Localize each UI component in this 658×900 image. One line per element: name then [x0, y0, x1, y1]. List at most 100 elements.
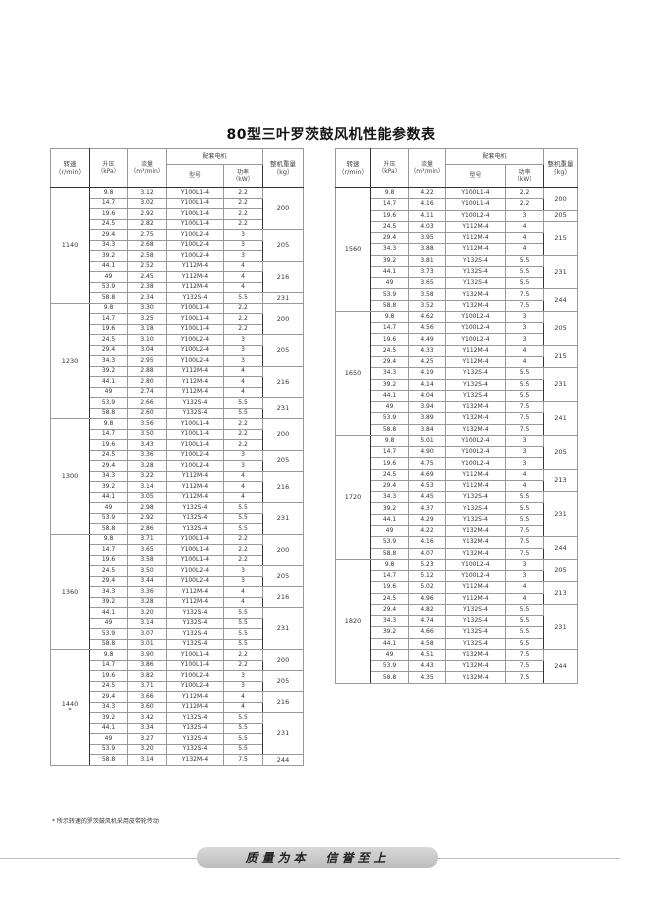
table-row: 14.7 3.50 Y100L1-4 2.2 [51, 428, 304, 440]
flow-cell: 3.50 [127, 565, 167, 577]
weight-cell: 205 [262, 229, 305, 262]
flow-cell: 2.74 [127, 386, 167, 398]
table-row: 14.7 4.56 Y100L2-4 3 [336, 322, 578, 335]
motor-power-cell: 2.2 [222, 197, 264, 209]
pressure-cell: 34.3 [89, 470, 128, 482]
flow-cell: 3.14 [127, 754, 167, 766]
flow-cell: 4.90 [408, 446, 446, 459]
pressure-cell: 19.6 [89, 670, 128, 682]
speed-value: 1440 [61, 699, 79, 708]
motor-model-cell: Y132S-4 [166, 722, 224, 734]
flow-cell: 3.71 [127, 533, 167, 545]
motor-power-cell: 5.5 [504, 513, 545, 526]
motor-power-cell: 5.5 [222, 502, 264, 514]
pressure-cell: 19.6 [370, 333, 409, 346]
motor-power-cell: 2.2 [222, 659, 264, 671]
motor-model-cell: Y100L1-4 [166, 544, 224, 556]
pressure-cell: 58.8 [370, 299, 409, 312]
weight-cell: 200 [262, 418, 305, 451]
header-pressure-label: 升压 [383, 160, 396, 168]
motor-model-cell: Y132S-4 [166, 523, 224, 535]
motor-power-cell: 7.5 [504, 524, 545, 538]
header-weight-label: 整机重量 [270, 159, 297, 168]
motor-power-cell: 3 [222, 449, 264, 461]
motor-power-cell: 5.5 [504, 367, 545, 380]
speed-cell: 1560 [335, 187, 371, 312]
motor-model-cell: Y132S-4 [445, 603, 506, 617]
flow-cell: 4.22 [408, 186, 446, 200]
pressure-cell: 49 [89, 386, 128, 398]
flow-cell: 4.58 [408, 637, 446, 650]
pressure-cell: 29.4 [370, 232, 409, 245]
table-row: 58.8 2.86 Y132S-4 5.5 [51, 523, 304, 535]
motor-power-cell: 3 [504, 570, 545, 583]
pressure-cell: 14.7 [370, 198, 409, 211]
table-row: 53.9 3.58 Y132M-4 7.5 244 [336, 288, 579, 312]
motor-model-cell: Y100L2-4 [445, 333, 506, 346]
header-flow-label: 流量 [420, 160, 433, 168]
motor-power-cell: 3 [222, 250, 264, 262]
pressure-cell: 29.4 [89, 691, 128, 703]
motor-model-cell: Y100L2-4 [445, 446, 506, 459]
motor-power-cell: 2.2 [504, 186, 545, 200]
header-model-label: 型号 [188, 172, 201, 180]
flow-cell: 4.11 [408, 209, 446, 222]
flow-cell: 3.73 [408, 265, 446, 279]
flow-cell: 5.01 [408, 434, 446, 448]
motor-power-cell: 3 [222, 460, 264, 472]
weight-cell: 216 [262, 260, 305, 293]
table-row: 14.7 4.16 Y100L1-4 2.2 [336, 198, 578, 211]
pressure-cell: 49 [370, 401, 409, 414]
flow-cell: 3.30 [127, 302, 167, 314]
weight-cell: 244 [543, 288, 579, 312]
table-row: 49 3.65 Y132S-4 5.5 [336, 277, 578, 290]
flow-cell: 3.02 [127, 197, 167, 209]
motor-power-cell: 2.2 [222, 428, 264, 440]
pressure-cell: 39.2 [89, 481, 128, 493]
pressure-cell: 53.9 [370, 536, 409, 549]
pressure-cell: 44.1 [370, 265, 409, 279]
pressure-cell: 24.5 [370, 344, 409, 357]
header-flow-label: 流量 [140, 160, 153, 168]
pressure-cell: 24.5 [89, 449, 128, 461]
motor-model-cell: Y132S-4 [445, 615, 506, 628]
pressure-cell: 34.3 [89, 586, 128, 598]
motor-power-cell: 4 [222, 281, 264, 293]
table-row: 1440 * 9.8 3.90 Y100L1-4 2.2 200 [50, 649, 305, 766]
motor-power-cell: 4 [222, 386, 264, 398]
pressure-cell: 39.2 [89, 712, 128, 724]
motor-model-cell: Y132S-4 [166, 628, 224, 640]
table-row: 1650 9.8 4.62 Y100L2-4 3 205 [335, 310, 579, 436]
motor-model-cell: Y112M-4 [445, 355, 506, 369]
header-speed-unit: （r/min） [54, 168, 86, 176]
performance-table-left: 转速 （r/min） 升压 （kPa） 流量 （m³/min） 配套电机 整机重量 （kg） 型号… [50, 148, 305, 766]
pressure-cell: 19.6 [370, 457, 409, 470]
flow-cell: 3.12 [127, 187, 167, 199]
pressure-cell: 49 [89, 733, 128, 745]
motor-power-cell: 7.5 [504, 536, 545, 549]
motor-model-cell: Y132S-4 [166, 512, 224, 524]
table-row: 34.3 4.74 Y132S-4 5.5 [336, 615, 578, 628]
pressure-cell: 9.8 [370, 434, 409, 448]
motor-model-cell: Y132S-4 [445, 277, 506, 290]
pressure-cell: 14.7 [370, 322, 409, 335]
header-weight: 整机重量 （kg） [262, 148, 305, 188]
motor-model-cell: Y100L2-4 [166, 250, 224, 262]
speed-value: 1720 [344, 493, 362, 502]
flow-cell: 3.56 [127, 418, 167, 430]
pressure-cell: 49 [89, 271, 128, 283]
weight-cell: 231 [543, 254, 579, 290]
motor-model-cell: Y100L1-4 [166, 197, 224, 209]
table-row: 24.5 3.36 Y100L2-4 3 205 [51, 449, 305, 472]
motor-power-cell: 4 [222, 491, 264, 503]
flow-cell: 3.36 [127, 586, 167, 598]
motor-model-cell: Y112M-4 [166, 386, 224, 398]
motor-power-cell: 7.5 [504, 660, 545, 673]
header-model-label: 型号 [469, 172, 482, 180]
motor-model-cell: Y100L2-4 [166, 460, 224, 472]
motor-model-cell: Y112M-4 [166, 281, 224, 293]
weight-cell: 216 [262, 691, 305, 713]
motor-model-cell: Y132S-4 [166, 617, 224, 629]
flow-cell: 4.49 [408, 333, 446, 346]
pressure-cell: 29.4 [89, 460, 128, 472]
